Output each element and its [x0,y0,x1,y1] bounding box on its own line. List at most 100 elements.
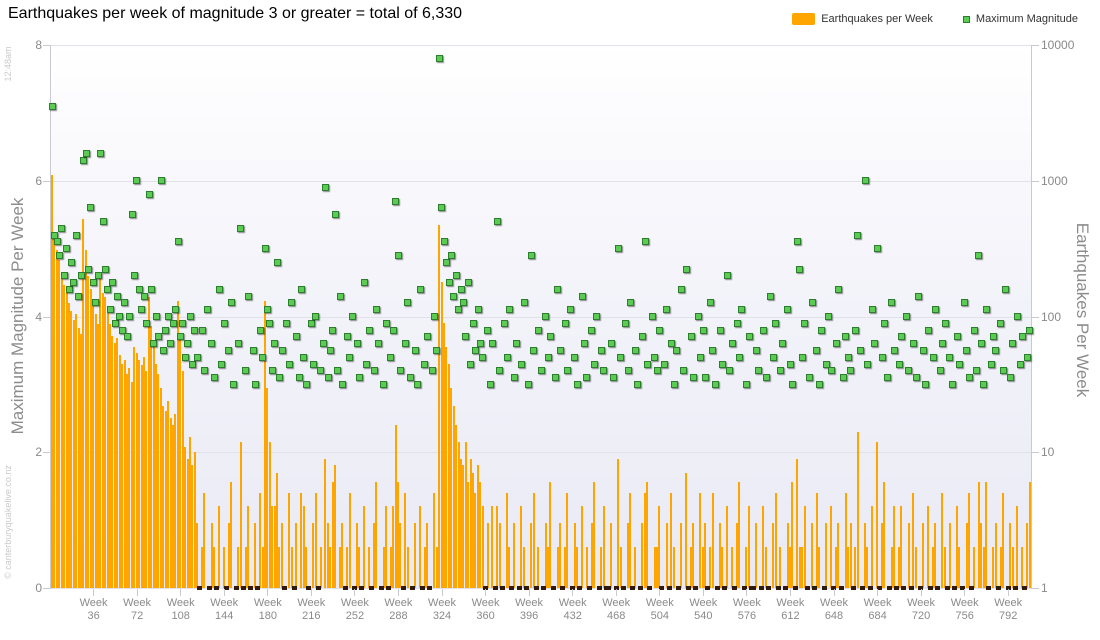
magnitude-zero-marker[interactable] [647,586,653,590]
magnitude-marker[interactable] [973,367,981,375]
earthquake-bar[interactable] [1009,523,1012,588]
magnitude-marker[interactable] [881,319,889,327]
earthquake-bar[interactable] [75,313,78,588]
magnitude-marker[interactable] [365,326,373,334]
magnitude-marker[interactable] [590,360,598,368]
magnitude-zero-marker[interactable] [860,586,866,590]
earthquake-bar[interactable] [167,400,170,588]
magnitude-marker[interactable] [85,265,92,273]
earthquake-bar[interactable] [958,547,961,588]
magnitude-marker[interactable] [191,326,199,334]
magnitude-zero-marker[interactable] [945,586,951,590]
earthquake-bar[interactable] [179,337,182,588]
magnitude-marker[interactable] [169,319,177,327]
magnitude-marker[interactable] [123,333,131,341]
magnitude-zero-marker[interactable] [613,586,619,590]
magnitude-marker[interactable] [324,374,332,382]
earthquake-bar[interactable] [762,506,765,588]
earthquake-bar[interactable] [133,346,136,588]
magnitude-marker[interactable] [179,319,187,327]
magnitude-marker[interactable] [225,346,233,354]
magnitude-marker[interactable] [501,319,509,327]
magnitude-marker[interactable] [382,319,390,327]
magnitude-marker[interactable] [285,360,293,368]
magnitude-marker[interactable] [331,211,339,219]
earthquake-bar[interactable] [474,493,477,588]
earthquake-bar[interactable] [890,547,893,588]
earthquake-bar[interactable] [413,523,416,588]
magnitude-marker[interactable] [527,251,535,259]
magnitude-marker[interactable] [462,333,470,341]
earthquake-bar[interactable] [126,373,128,588]
magnitude-marker[interactable] [525,380,533,388]
earthquake-bar[interactable] [181,370,184,588]
magnitude-marker[interactable] [898,333,906,341]
magnitude-marker[interactable] [735,353,743,361]
magnitude-zero-marker[interactable] [952,586,958,590]
magnitude-marker[interactable] [825,313,833,320]
earthquake-bar[interactable] [922,523,925,588]
magnitude-marker[interactable] [643,360,651,368]
earthquake-bar[interactable] [121,363,124,588]
magnitude-marker[interactable] [375,340,383,348]
magnitude-marker[interactable] [484,326,492,334]
magnitude-marker[interactable] [276,374,284,382]
magnitude-zero-marker[interactable] [533,586,539,590]
earthquake-bar[interactable] [128,367,131,588]
earthquake-bar[interactable] [472,473,475,588]
magnitude-zero-marker[interactable] [359,586,365,590]
magnitude-marker[interactable] [288,299,296,307]
magnitude-marker[interactable] [118,326,126,334]
magnitude-marker[interactable] [486,380,494,388]
magnitude-marker[interactable] [554,285,562,293]
magnitude-marker[interactable] [581,340,589,348]
earthquake-bar[interactable] [329,547,332,588]
magnitude-zero-marker[interactable] [901,586,907,590]
magnitude-zero-marker[interactable] [751,586,757,590]
earthquake-bar[interactable] [261,547,264,588]
earthquake-bar[interactable] [653,547,656,588]
magnitude-marker[interactable] [87,204,95,212]
magnitude-zero-marker[interactable] [560,586,566,590]
magnitude-zero-marker[interactable] [705,586,711,590]
earthquake-bar[interactable] [63,285,66,588]
earthquake-bar[interactable] [169,417,172,588]
magnitude-marker[interactable] [249,346,257,354]
magnitude-marker[interactable] [348,313,356,320]
magnitude-marker[interactable] [796,265,804,273]
magnitude-marker[interactable] [571,353,579,361]
magnitude-marker[interactable] [617,353,625,361]
magnitude-marker[interactable] [438,204,446,212]
earthquake-bar[interactable] [80,334,83,588]
earthquake-bar[interactable] [735,523,738,588]
magnitude-marker[interactable] [965,374,973,382]
earthquake-bar[interactable] [426,523,429,588]
earthquake-bar[interactable] [455,424,458,588]
earthquake-bar[interactable] [324,458,327,588]
earthquake-bar[interactable] [191,465,194,588]
magnitude-marker[interactable] [806,374,814,382]
magnitude-marker[interactable] [510,374,518,382]
magnitude-marker[interactable] [392,197,400,205]
earthquake-bar[interactable] [123,359,126,588]
magnitude-marker[interactable] [818,326,826,334]
magnitude-marker[interactable] [760,326,768,334]
magnitude-marker[interactable] [716,326,724,334]
earthquake-bar[interactable] [680,523,683,588]
earthquake-bar[interactable] [764,547,767,588]
magnitude-marker[interactable] [235,340,243,348]
earthquake-bar[interactable] [1016,506,1019,588]
magnitude-zero-marker[interactable] [606,586,612,590]
magnitude-marker[interactable] [999,367,1007,375]
magnitude-zero-marker[interactable] [315,586,321,590]
magnitude-marker[interactable] [1006,374,1014,382]
magnitude-zero-marker[interactable] [248,586,254,590]
earthquake-bar[interactable] [883,482,886,588]
earthquake-bar[interactable] [643,493,646,588]
earthquake-bar[interactable] [111,335,114,588]
magnitude-zero-marker[interactable] [499,586,505,590]
magnitude-marker[interactable] [989,333,997,341]
earthquake-bar[interactable] [547,547,550,588]
magnitude-marker[interactable] [1019,333,1027,341]
magnitude-marker[interactable] [864,360,872,368]
